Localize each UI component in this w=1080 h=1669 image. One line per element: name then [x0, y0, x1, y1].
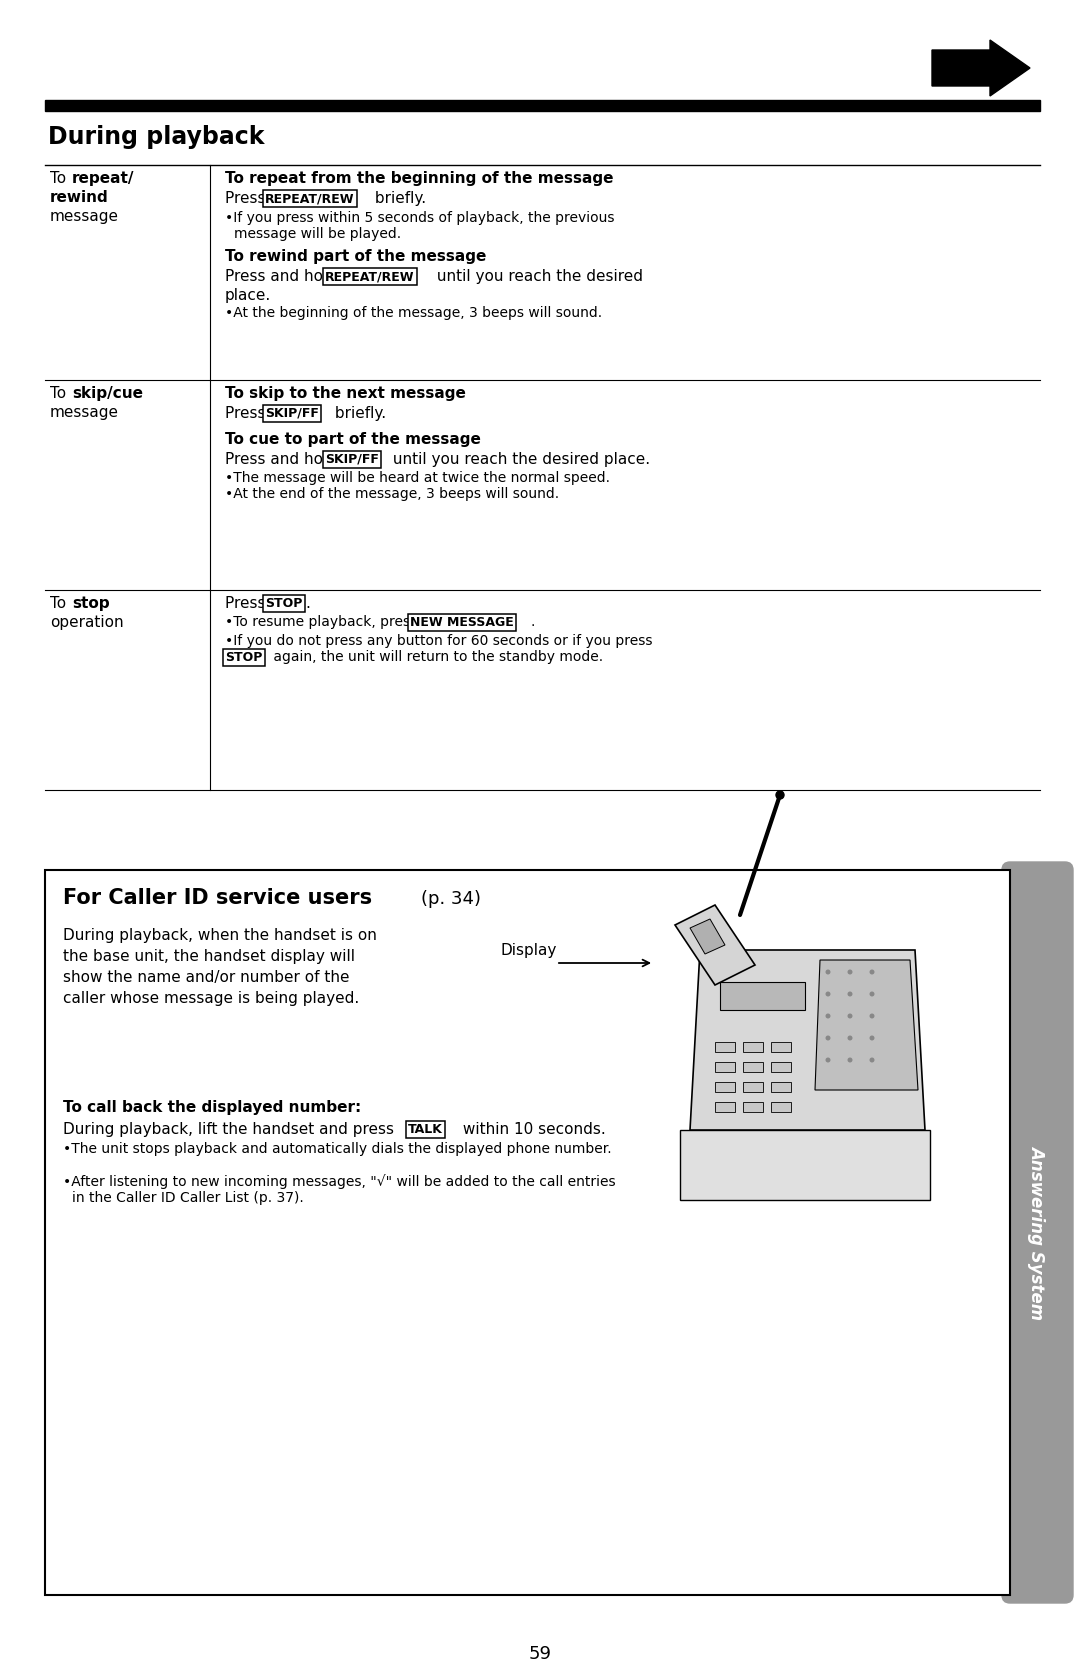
Text: again, the unit will return to the standby mode.: again, the unit will return to the stand…: [269, 649, 603, 664]
Polygon shape: [675, 905, 755, 985]
Circle shape: [825, 1058, 831, 1063]
Text: To repeat from the beginning of the message: To repeat from the beginning of the mess…: [225, 170, 613, 185]
Text: Press and hold: Press and hold: [225, 269, 342, 284]
Circle shape: [869, 1013, 875, 1018]
Text: (p. 34): (p. 34): [421, 890, 481, 908]
Bar: [715, 1061, 735, 1071]
Circle shape: [848, 1058, 852, 1063]
Text: During playback, lift the handset and press: During playback, lift the handset and pr…: [63, 1122, 399, 1137]
Bar: [45, 100, 1040, 112]
Text: stop: stop: [72, 596, 110, 611]
Text: message will be played.: message will be played.: [234, 227, 401, 240]
Bar: [743, 1041, 762, 1051]
Text: briefly.: briefly.: [370, 190, 427, 205]
Polygon shape: [690, 920, 725, 955]
Circle shape: [869, 991, 875, 996]
Text: message: message: [50, 209, 119, 224]
Polygon shape: [815, 960, 918, 1090]
Text: Press: Press: [225, 190, 270, 205]
Text: Press: Press: [225, 406, 270, 421]
Text: During playback: During playback: [48, 125, 265, 149]
Text: place.: place.: [225, 289, 271, 304]
Circle shape: [777, 791, 784, 799]
Text: Display: Display: [500, 943, 556, 958]
Bar: [771, 1061, 791, 1071]
Text: STOP: STOP: [225, 651, 262, 664]
Circle shape: [869, 1035, 875, 1040]
Bar: [715, 1041, 735, 1051]
Text: rewind: rewind: [50, 190, 109, 205]
Circle shape: [825, 970, 831, 975]
Circle shape: [848, 1013, 852, 1018]
Text: To: To: [50, 170, 71, 185]
Bar: [771, 1102, 791, 1112]
Text: STOP: STOP: [265, 598, 302, 609]
Text: To rewind part of the message: To rewind part of the message: [225, 249, 486, 264]
Circle shape: [848, 970, 852, 975]
Text: Answering System: Answering System: [1028, 1145, 1047, 1320]
Text: To cue to part of the message: To cue to part of the message: [225, 432, 481, 447]
Bar: [715, 1102, 735, 1112]
Circle shape: [825, 1035, 831, 1040]
Text: •To resume playback, press: •To resume playback, press: [225, 614, 421, 629]
Text: •The message will be heard at twice the normal speed.: •The message will be heard at twice the …: [225, 471, 610, 486]
Text: •After listening to new incoming messages, "√" will be added to the call entries: •After listening to new incoming message…: [63, 1173, 616, 1188]
Text: briefly.: briefly.: [330, 406, 387, 421]
Text: •At the beginning of the message, 3 beeps will sound.: •At the beginning of the message, 3 beep…: [225, 305, 603, 320]
Text: .: .: [305, 596, 310, 611]
Text: the base unit, the handset display will: the base unit, the handset display will: [63, 950, 355, 965]
Bar: [743, 1061, 762, 1071]
Bar: [720, 981, 805, 1010]
Text: REPEAT/REW: REPEAT/REW: [265, 192, 354, 205]
Text: Press: Press: [225, 596, 270, 611]
Text: until you reach the desired place.: until you reach the desired place.: [388, 452, 650, 467]
Text: skip/cue: skip/cue: [72, 386, 143, 401]
Bar: [743, 1082, 762, 1092]
Text: SKIP/FF: SKIP/FF: [265, 407, 319, 421]
Circle shape: [825, 991, 831, 996]
Text: 59: 59: [528, 1646, 552, 1662]
Text: .: .: [530, 614, 535, 629]
Text: •At the end of the message, 3 beeps will sound.: •At the end of the message, 3 beeps will…: [225, 487, 559, 501]
Text: For Caller ID service users: For Caller ID service users: [63, 888, 373, 908]
Circle shape: [848, 1035, 852, 1040]
Text: REPEAT/REW: REPEAT/REW: [325, 270, 415, 284]
Bar: [715, 1082, 735, 1092]
Text: •If you press within 5 seconds of playback, the previous: •If you press within 5 seconds of playba…: [225, 210, 615, 225]
Text: To: To: [50, 386, 71, 401]
Text: in the Caller ID Caller List (p. 37).: in the Caller ID Caller List (p. 37).: [72, 1192, 303, 1205]
Text: To skip to the next message: To skip to the next message: [225, 386, 465, 401]
Circle shape: [825, 1013, 831, 1018]
Bar: [45, 870, 1010, 1596]
Text: Press and hold: Press and hold: [225, 452, 342, 467]
Text: To call back the displayed number:: To call back the displayed number:: [63, 1100, 361, 1115]
Polygon shape: [680, 1130, 930, 1200]
Text: until you reach the desired: until you reach the desired: [432, 269, 643, 284]
Polygon shape: [690, 950, 924, 1130]
Bar: [771, 1041, 791, 1051]
FancyBboxPatch shape: [1002, 861, 1074, 1602]
Text: TALK: TALK: [408, 1123, 443, 1137]
Text: caller whose message is being played.: caller whose message is being played.: [63, 991, 360, 1006]
Circle shape: [848, 991, 852, 996]
Text: operation: operation: [50, 614, 123, 629]
Text: •If you do not press any button for 60 seconds or if you press: •If you do not press any button for 60 s…: [225, 634, 652, 648]
Text: During playback, when the handset is on: During playback, when the handset is on: [63, 928, 377, 943]
Bar: [743, 1102, 762, 1112]
Text: message: message: [50, 406, 119, 421]
Text: show the name and/or number of the: show the name and/or number of the: [63, 970, 350, 985]
Text: SKIP/FF: SKIP/FF: [325, 452, 379, 466]
Text: •The unit stops playback and automatically dials the displayed phone number.: •The unit stops playback and automatical…: [63, 1142, 611, 1157]
Polygon shape: [932, 40, 1030, 97]
Text: NEW MESSAGE: NEW MESSAGE: [410, 616, 514, 629]
Bar: [771, 1082, 791, 1092]
Circle shape: [869, 970, 875, 975]
Text: repeat/: repeat/: [72, 170, 135, 185]
Text: To: To: [50, 596, 71, 611]
Circle shape: [869, 1058, 875, 1063]
Text: within 10 seconds.: within 10 seconds.: [458, 1122, 606, 1137]
